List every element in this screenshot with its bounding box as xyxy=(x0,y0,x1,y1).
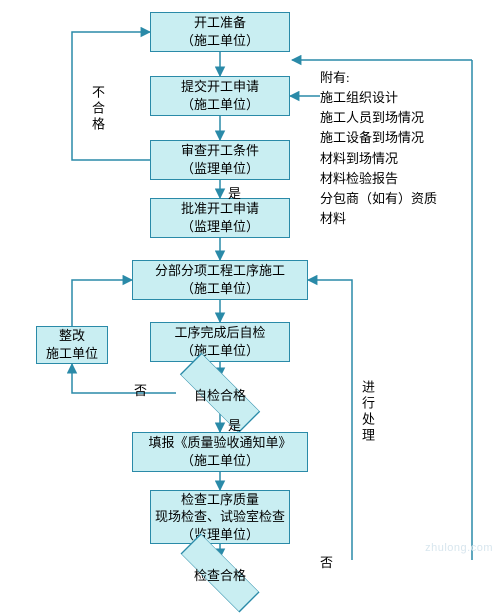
attachment-item: 施工人员到场情况 xyxy=(320,110,424,125)
attachment-list: 附有: 施工组织设计 施工人员到场情况 施工设备到场情况 材料到场情况 材料检验… xyxy=(320,68,437,229)
attachment-item: 材料检验报告 xyxy=(320,171,398,186)
node-line: （监理单位） xyxy=(181,160,259,178)
node-submit-application: 提交开工申请 （施工单位） xyxy=(150,76,290,116)
edge-label-yes: 是 xyxy=(228,415,241,434)
edge-label-no: 否 xyxy=(320,552,333,571)
node-line: 提交开工申请 xyxy=(181,78,259,96)
attachment-item: 施工设备到场情况 xyxy=(320,130,424,145)
node-line: （施工单位） xyxy=(181,32,259,50)
node-line: 检查工序质量 xyxy=(181,491,259,509)
node-subproject-construction: 分部分项工程工序施工 （施工单位） xyxy=(132,260,308,300)
edge-label-no: 否 xyxy=(134,380,147,399)
attachment-item: 材料 xyxy=(320,211,346,226)
edge-label-process: 进行处理 xyxy=(358,380,377,444)
attachment-item: 材料到场情况 xyxy=(320,151,398,166)
attachment-item: 施工组织设计 xyxy=(320,90,398,105)
node-self-check: 工序完成后自检 （施工单位） xyxy=(150,322,290,362)
node-line: 批准开工申请 xyxy=(181,200,259,218)
edge-label-yes: 是 xyxy=(228,183,241,202)
edge-label-fail: 不合格 xyxy=(88,85,107,133)
node-line: 开工准备 xyxy=(194,14,246,32)
node-check-quality: 检查工序质量 现场检查、试验室检查 （监理单位） xyxy=(150,490,290,544)
node-line: （监理单位） xyxy=(181,218,259,236)
node-line: 分部分项工程工序施工 xyxy=(155,262,285,280)
node-line: 工序完成后自检 xyxy=(174,324,265,342)
node-line: 整改 xyxy=(59,327,85,345)
node-line: （施工单位） xyxy=(181,280,259,298)
node-line: （施工单位） xyxy=(181,96,259,114)
node-approve-application: 批准开工申请 （监理单位） xyxy=(150,198,290,238)
node-review-conditions: 审查开工条件 （监理单位） xyxy=(150,140,290,180)
node-rectify: 整改 施工单位 xyxy=(36,326,108,364)
node-line: 施工单位 xyxy=(46,345,98,363)
attachment-item: 分包商（如有）资质 xyxy=(320,191,437,206)
node-line: （施工单位） xyxy=(181,452,259,470)
node-fill-acceptance-form: 填报《质量验收通知单》 （施工单位） xyxy=(132,432,308,472)
node-start-prep: 开工准备 （施工单位） xyxy=(150,12,290,52)
node-line: （施工单位） xyxy=(181,342,259,360)
attachment-title: 附有: xyxy=(320,70,350,85)
watermark: zhulong.com xyxy=(425,542,493,554)
node-line: 填报《质量验收通知单》 xyxy=(148,434,291,452)
node-line: 审查开工条件 xyxy=(181,142,259,160)
node-line: 现场检查、试验室检查 xyxy=(155,508,285,526)
